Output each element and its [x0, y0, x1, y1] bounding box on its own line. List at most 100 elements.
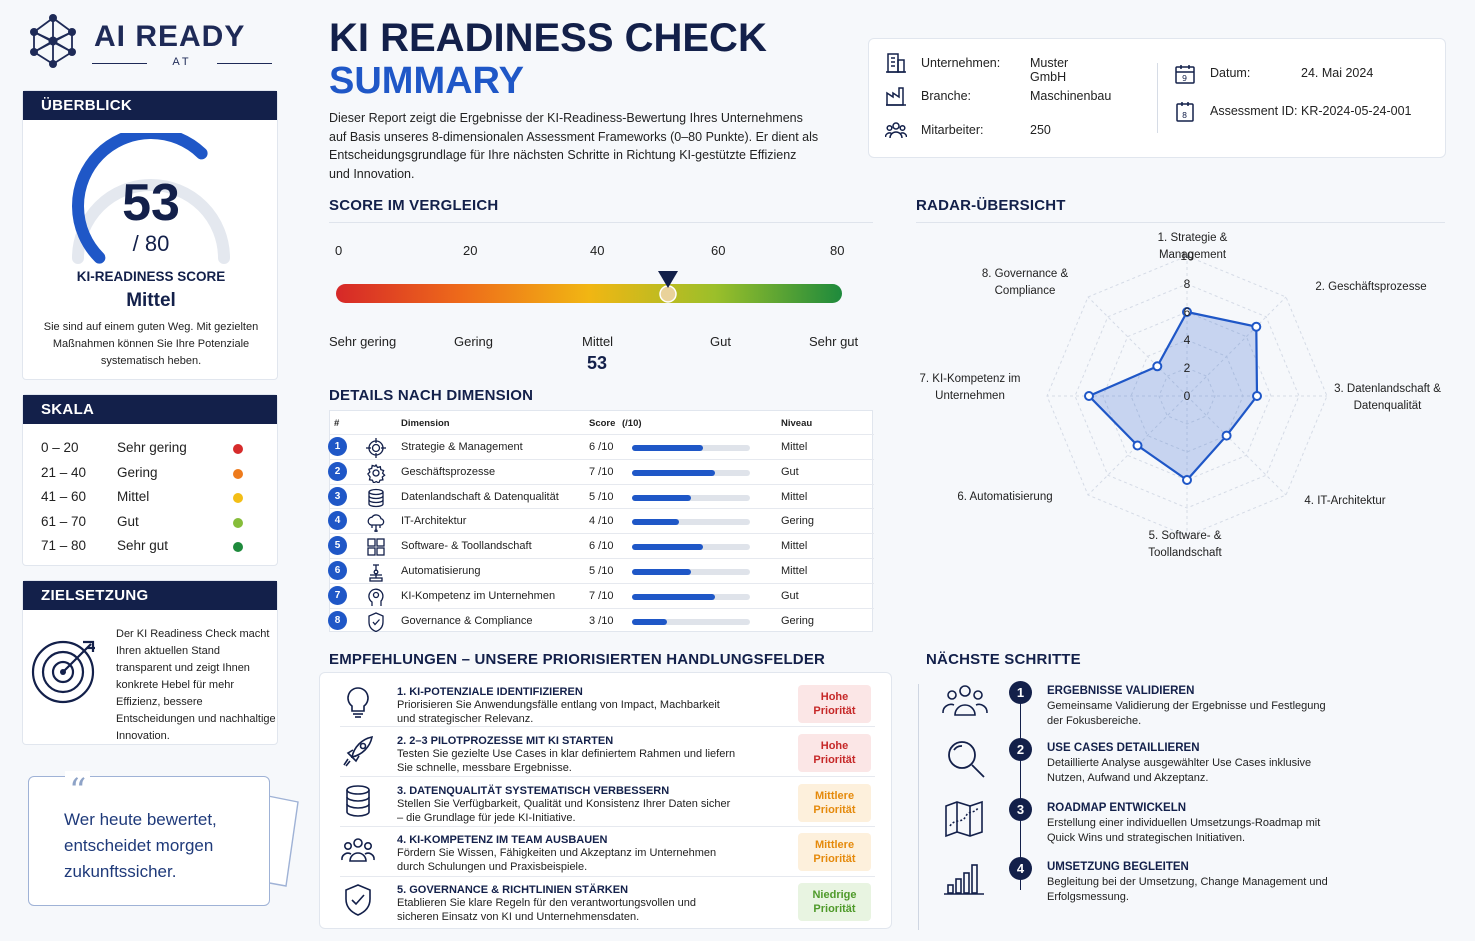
goal-card: ZIELSETZUNG Der KI Readiness Check macht… [22, 580, 278, 745]
head-icon [368, 588, 384, 606]
radar-data-point [1182, 307, 1192, 317]
table-row: 6 Automatisierung 5 /10 Mittel [328, 558, 874, 583]
score-max: / 80 [132, 231, 170, 256]
radar-tick-label: 0 [1184, 389, 1191, 403]
radar-axis-label: 7. KI-Kompetenz im Unternehmen [919, 373, 1021, 402]
row-number: 2 [328, 461, 347, 481]
scale-dot [233, 493, 243, 503]
row-number: 3 [328, 486, 347, 506]
svg-text:8: 8 [1182, 111, 1187, 120]
database-icon [346, 785, 370, 817]
row-score: 4 /10 [589, 515, 614, 528]
robot-arm-icon [369, 564, 383, 582]
scale-row: 41 – 60 Mittel [41, 489, 261, 509]
recommendation-text: Stellen Sie Verfügbarkeit, Qualität und … [397, 798, 731, 824]
company-value: Muster GmbH [1030, 56, 1069, 84]
priority-level: Mittlere [814, 790, 855, 802]
scale-range: 41 – 60 [41, 489, 87, 504]
cloud-icon [367, 514, 385, 533]
radar-tick-label: 6 [1184, 305, 1191, 319]
recommendation-title: 1. KI-POTENZIALE IDENTIFIZIEREN [397, 686, 583, 698]
scale-label: Sehr gut [117, 538, 169, 553]
recommendation-text: Priorisieren Sie Anwendungsfälle entlang… [397, 699, 720, 725]
date-value: 24. Mai 2024 [1301, 66, 1374, 80]
scale-range: 61 – 70 [41, 514, 87, 529]
quote-mark-icon: “ [65, 771, 91, 811]
radar-tick-label: 10 [1180, 249, 1194, 263]
intro-text: Dieser Report zeigt die Ergebnisse der K… [329, 111, 819, 181]
step-number: 4 [1009, 857, 1032, 880]
radar-data-point [1252, 391, 1262, 401]
radar-axis-label: 2. Geschäftsprozesse [1315, 281, 1427, 293]
priority-word: Priorität [813, 704, 856, 717]
comparison-value: 53 [587, 353, 608, 373]
table-row: 1 Strategie & Management 6 /10 Mittel [328, 434, 874, 459]
radar-data-point [1132, 440, 1143, 451]
section-divider [329, 222, 873, 223]
priority-word: Priorität [813, 852, 856, 865]
radar-data-point [1152, 361, 1163, 372]
row-level: Mittel [781, 490, 808, 503]
recommendation-item: 3. DATENQUALITÄT SYSTEMATISCH VERBESSERN… [320, 775, 893, 824]
comparison-label: Sehr gering [329, 334, 397, 349]
row-number: 4 [328, 511, 347, 531]
row-dimension: Strategie & Management [401, 441, 523, 453]
step-title: UMSETZUNG BEGLEITEN [1047, 861, 1189, 873]
row-score-bar [632, 494, 750, 501]
recommendation-item: 2. 2–3 PILOTPROZESSE MIT KI STARTEN Test… [320, 725, 893, 774]
goal-text: Der KI Readiness Check macht Ihren aktue… [116, 628, 276, 742]
employees-icon [885, 122, 907, 139]
scale-row: 61 – 70 Gut [41, 514, 261, 534]
industry-value: Maschinenbau [1030, 89, 1112, 103]
magnifier-icon [948, 741, 985, 778]
scale-dot [233, 469, 243, 479]
row-score: 6 /10 [589, 441, 614, 453]
scale-range: 0 – 20 [41, 440, 79, 455]
scale-heading: SKALA [23, 395, 277, 424]
overview-heading: ÜBERBLICK [23, 91, 277, 120]
radar-data-point [1251, 321, 1262, 332]
priority-badge: Mittlere Priorität [798, 833, 871, 871]
gear-icon [367, 463, 386, 483]
col-header-num: # [334, 418, 340, 429]
row-dimension: IT-Architektur [401, 515, 467, 528]
comparison-label: Gut [710, 334, 731, 349]
comparison-tick: 80 [830, 243, 845, 258]
table-row: 2 Geschäftsprozesse 7 /10 Gut [328, 458, 874, 484]
radar-axis-line [1186, 395, 1287, 496]
row-score-bar [632, 445, 750, 451]
id-card-icon: 8 [1176, 102, 1194, 122]
details-heading: DETAILS NACH DIMENSION [329, 387, 534, 404]
radar-heading: RADAR-ÜBERSICHT [916, 197, 1066, 214]
radar-axis-line [1087, 395, 1188, 496]
row-score-bar [632, 519, 750, 526]
people-icon [942, 685, 988, 716]
priority-word: Priorität [813, 902, 856, 915]
scale-range: 71 – 80 [41, 538, 87, 553]
calendar-icon: 9 [1175, 65, 1195, 84]
recommendation-text: Testen Sie gezielte Use Cases in klar de… [397, 748, 736, 774]
step-item: 2 USE CASES DETAILLIEREN Detaillierte An… [930, 738, 1350, 794]
row-score-fill [632, 494, 691, 501]
recommendation-divider [340, 826, 875, 827]
score-value: 53 [122, 174, 180, 232]
row-score: 5 /10 [589, 565, 614, 577]
employees-value: 250 [1030, 123, 1051, 137]
row-level: Gut [781, 589, 799, 602]
row-score: 7 /10 [589, 589, 614, 602]
step-number: 2 [1009, 738, 1032, 761]
row-score-fill [632, 593, 715, 600]
comparison-tick: 40 [590, 243, 605, 258]
row-number: 5 [328, 536, 347, 556]
step-text: Erstellung einer individuellen Umsetzung… [1047, 817, 1321, 844]
brand-name: AI READY [94, 20, 246, 53]
table-row: 7 KI-Kompetenz im Unternehmen 7 /10 Gut [328, 582, 874, 608]
recommendation-text: Fördern Sie Wissen, Fähigkeiten und Akze… [397, 847, 717, 873]
radar-axis-label: 8. Governance & Compliance [981, 268, 1069, 297]
lightbulb-icon [347, 687, 369, 718]
assessment-label: Assessment ID: [1210, 104, 1298, 118]
scale-label: Gering [117, 465, 158, 480]
quote-text: Wer heute bewertet, entscheidet morgen z… [64, 810, 217, 881]
table-row: 5 Software- & Toollandschaft 6 /10 Mittel [328, 533, 874, 558]
priority-level: Mittlere [814, 839, 855, 851]
